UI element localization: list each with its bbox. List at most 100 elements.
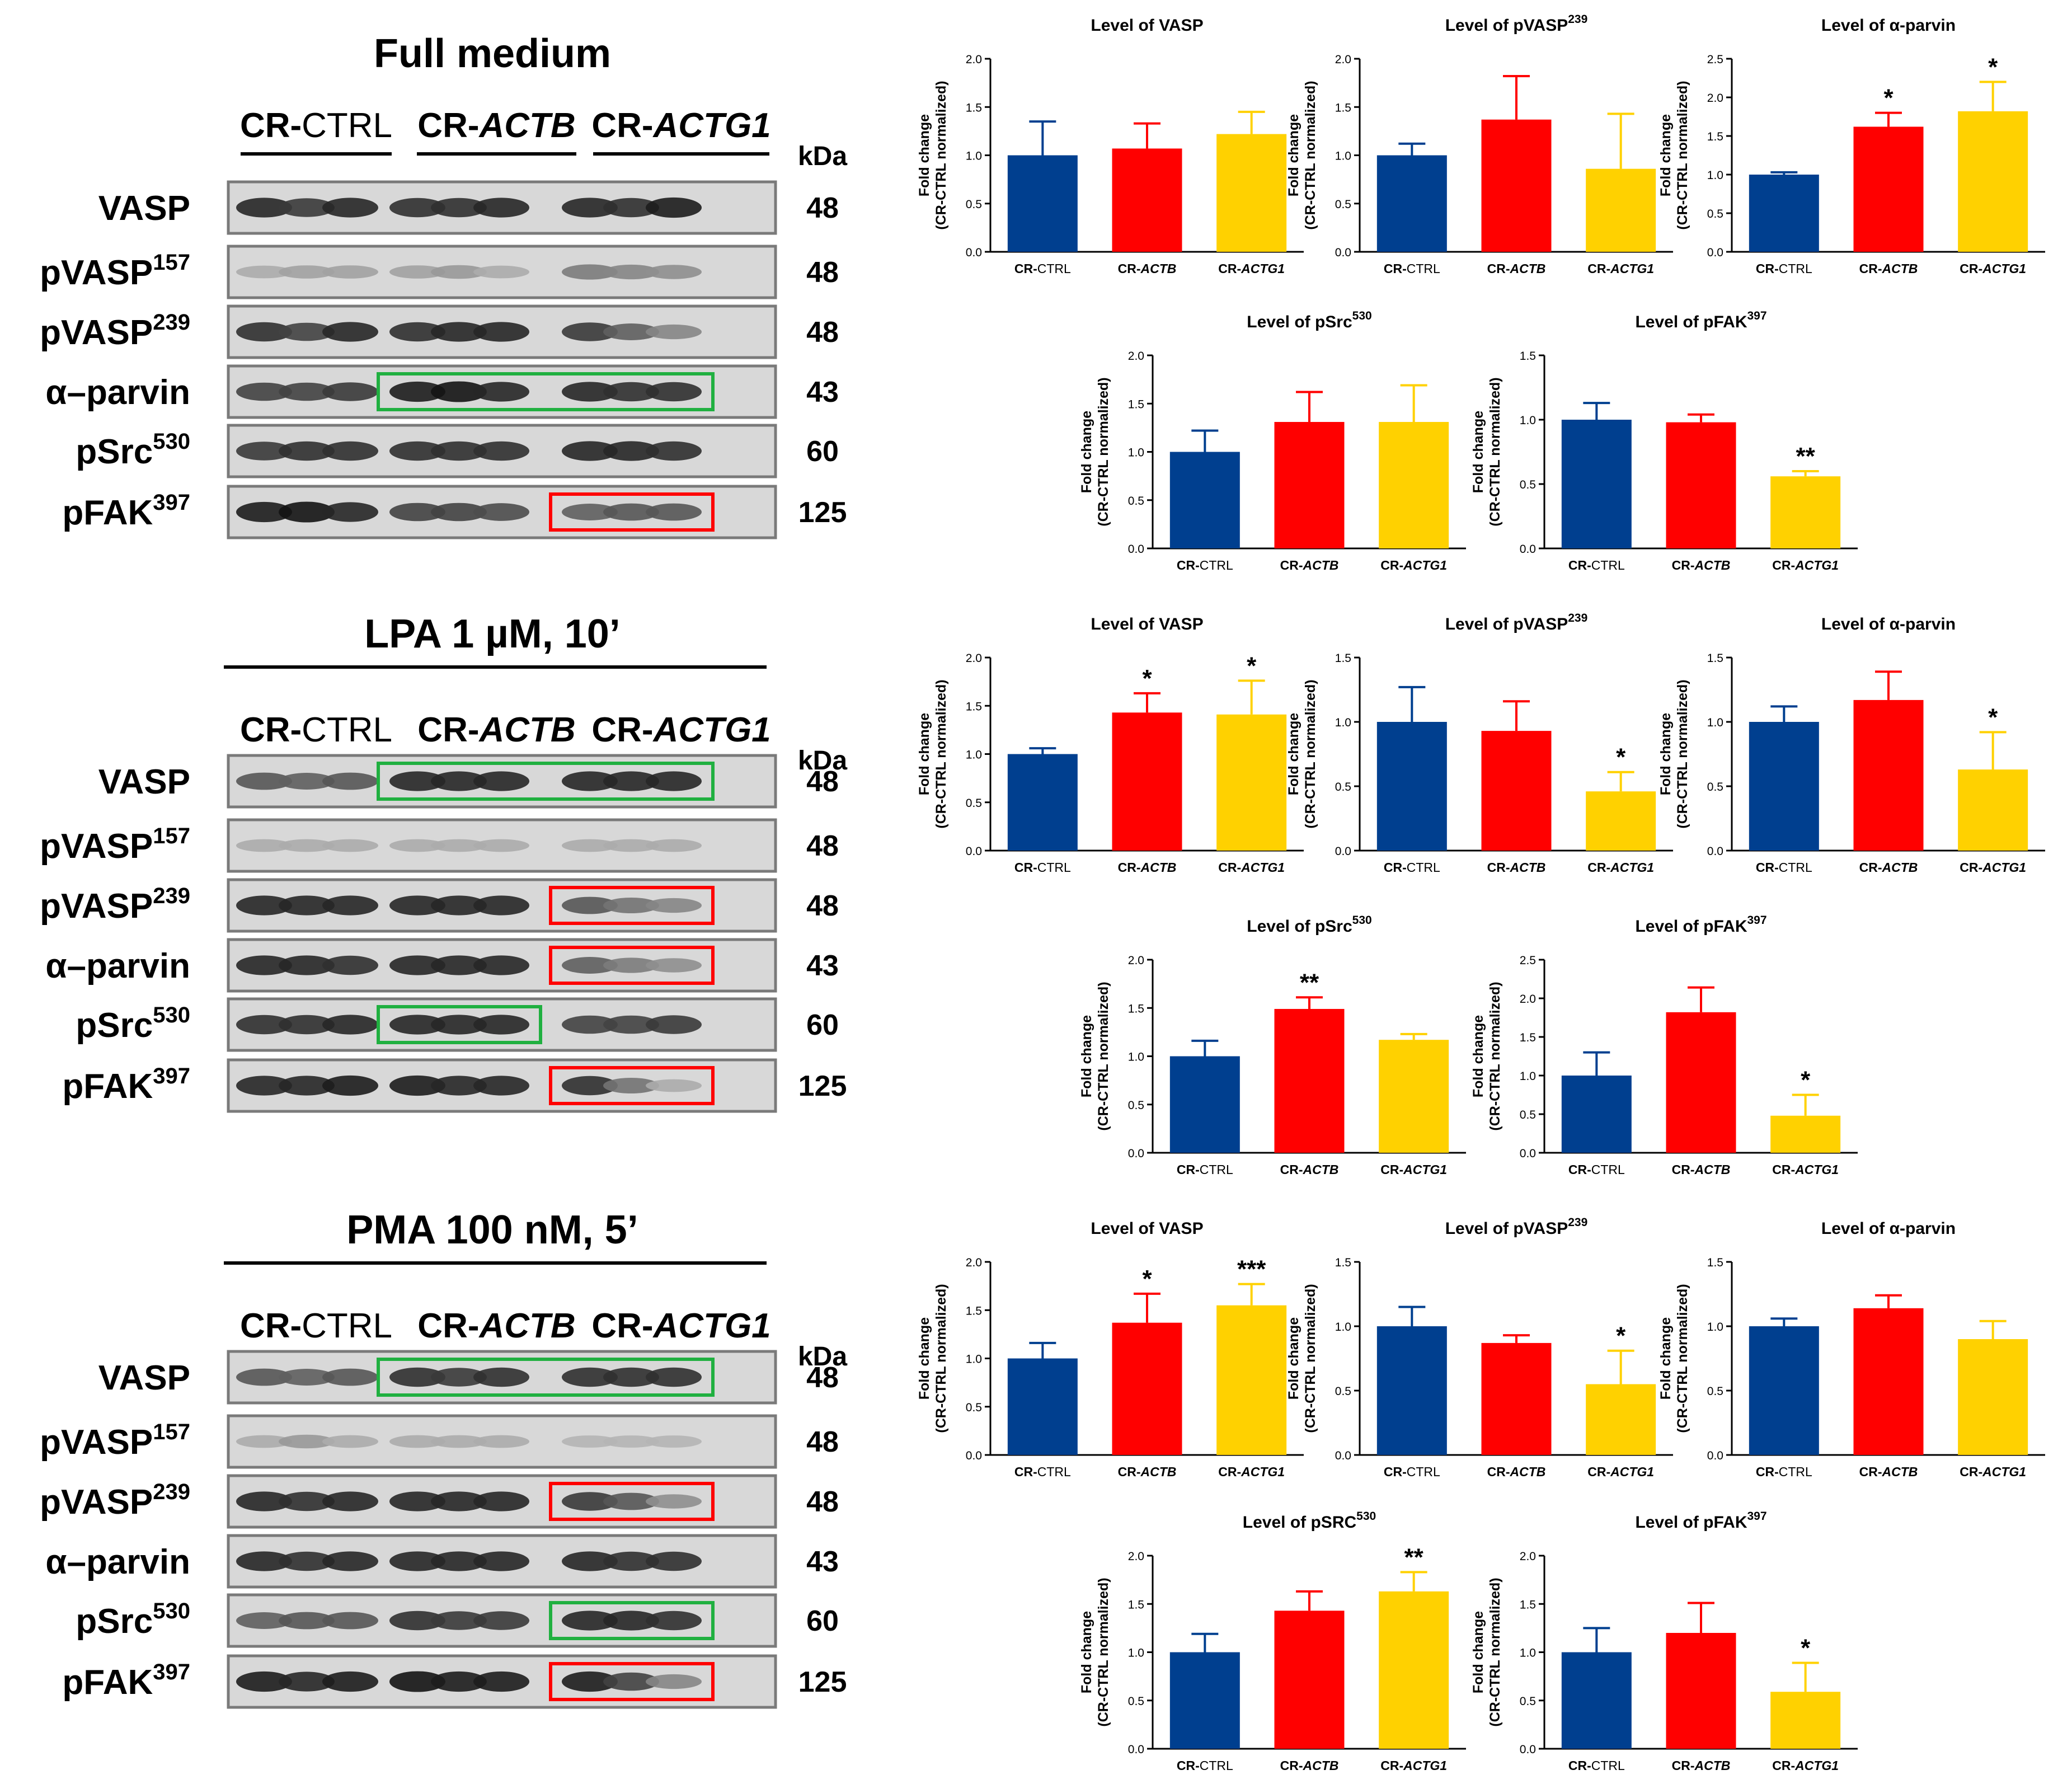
category-prefix: CR- <box>1380 1758 1403 1773</box>
kda-value-text: 43 <box>806 950 839 982</box>
x-tick-label: CR-ACTG1 <box>1772 1162 1839 1177</box>
kda-value-text: 125 <box>798 1666 847 1698</box>
kda-header-text: kDa <box>798 1342 847 1372</box>
bar <box>1169 1056 1240 1153</box>
blot-band <box>322 1015 378 1035</box>
y-tick-label: 0.5 <box>1128 495 1144 508</box>
x-tick-label: CR-ACTG1 <box>1218 261 1285 276</box>
category-name: ACTG1 <box>1403 1162 1447 1177</box>
blot-title: LPA 1 µM, 10’ <box>364 612 621 656</box>
significance-marker: * <box>1988 53 1998 81</box>
y-label-line2: (CR-CTRL normalized) <box>933 1284 949 1433</box>
bar-chart: Level of pFAK397 Fold change(CR-CTRL norm… <box>1470 914 1858 1177</box>
y-label-line2: (CR-CTRL normalized) <box>1303 1284 1318 1433</box>
y-label-line2: (CR-CTRL normalized) <box>1487 1578 1503 1726</box>
y-tick-label: 1.0 <box>1335 1321 1351 1334</box>
category-name: ACTB <box>1140 261 1177 276</box>
significance-marker: ** <box>1300 969 1319 996</box>
blot-band <box>431 381 487 402</box>
category-name: ACTG1 <box>1241 860 1285 875</box>
protein-name: α–parvin <box>45 1543 190 1581</box>
blot-band <box>322 382 378 401</box>
blot-band <box>603 1492 659 1510</box>
chart-title: Level of pSRC530 <box>1243 1510 1376 1532</box>
x-tick-label: CR-CTRL <box>1568 1162 1625 1177</box>
group-name: CTRL <box>302 711 392 749</box>
y-label-line2: (CR-CTRL normalized) <box>1675 1284 1690 1433</box>
blot-band <box>236 501 292 523</box>
kda-value: 60 <box>806 435 839 468</box>
category-prefix: CR- <box>1218 860 1241 875</box>
chart-title: Level of pFAK397 <box>1635 1510 1766 1532</box>
chart-title: Level of α-parvin <box>1821 1219 1956 1238</box>
x-tick-label: CR-ACTG1 <box>1587 1464 1654 1479</box>
y-label-line2: (CR-CTRL normalized) <box>1303 679 1318 828</box>
y-tick-label: 2.0 <box>1520 1550 1536 1563</box>
highlight-box <box>549 1482 715 1521</box>
significance-text: * <box>1988 53 1998 81</box>
x-tick-label: CR-CTRL <box>1756 860 1812 875</box>
category-name: ACTG1 <box>1403 558 1447 572</box>
category-prefix: CR- <box>1380 1162 1403 1177</box>
category-prefix: CR- <box>1487 860 1510 875</box>
x-tick-label: CR-ACTG1 <box>1960 261 2026 276</box>
y-tick-label: 0.0 <box>1520 1743 1536 1756</box>
category-prefix: CR- <box>1756 860 1779 875</box>
category-name: CTRL <box>1779 1464 1812 1479</box>
blot-band <box>473 1076 529 1096</box>
kda-value: 48 <box>806 890 839 922</box>
category-name: CTRL <box>1591 1162 1625 1177</box>
category-name: CTRL <box>1200 1758 1233 1773</box>
group-name: ACTB <box>478 1307 576 1345</box>
blot-band <box>236 1435 292 1448</box>
blot-band <box>646 1015 702 1034</box>
significance-text: * <box>1616 744 1626 771</box>
chart-title-sup: 239 <box>1568 1216 1587 1229</box>
category-prefix: CR- <box>1218 1464 1241 1479</box>
y-tick-label: 0.0 <box>966 845 982 858</box>
chart-title-text: Level of pFAK <box>1635 917 1747 936</box>
group-name: CTRL <box>302 106 392 145</box>
blot-title-text: Full medium <box>374 31 611 76</box>
blot-band <box>322 441 378 461</box>
bar <box>1666 1633 1736 1749</box>
kda-value: 125 <box>798 1070 847 1102</box>
chart-title-text: Level of α-parvin <box>1821 16 1956 35</box>
highlight-box <box>377 1358 715 1397</box>
blot-band <box>279 1491 335 1511</box>
blot-band <box>279 322 335 341</box>
protein-name: VASP <box>98 189 190 228</box>
blot-band <box>431 771 487 791</box>
blot-row-label: pFAK397 <box>62 490 190 532</box>
y-tick-label: 0.0 <box>1520 1147 1536 1160</box>
blot-band <box>389 381 445 402</box>
blot-band <box>236 955 292 975</box>
kda-value-text: 48 <box>806 766 839 798</box>
highlight-box <box>377 1005 542 1044</box>
bar <box>1376 722 1447 851</box>
x-tick-label: CR-CTRL <box>1384 860 1440 875</box>
y-label-line2: (CR-CTRL normalized) <box>1096 982 1111 1130</box>
y-label-line1: Fold change <box>1286 713 1302 795</box>
kda-value: 48 <box>806 1486 839 1518</box>
kda-value-text: 125 <box>798 1070 847 1102</box>
blot-band <box>431 1611 487 1630</box>
chart-title-text: Level of pSrc <box>1247 917 1352 936</box>
x-tick-label: CR-CTRL <box>1014 1464 1071 1479</box>
kda-value: 43 <box>806 376 839 409</box>
category-name: CTRL <box>1407 1464 1440 1479</box>
y-label-line1: Fold change <box>1470 411 1486 493</box>
y-tick-label: 0.0 <box>1335 845 1351 858</box>
category-name: ACTG1 <box>1794 1758 1839 1773</box>
y-tick-label: 1.5 <box>966 700 982 713</box>
x-tick-label: CR-ACTG1 <box>1772 558 1839 572</box>
blot-band <box>603 1611 659 1631</box>
protein-site: 239 <box>153 1480 190 1504</box>
blot-title-text: LPA 1 µM, 10’ <box>364 612 621 656</box>
significance-marker: ** <box>1796 443 1816 470</box>
protein-name: VASP <box>98 1359 190 1397</box>
group-prefix: CR- <box>240 1307 302 1345</box>
bar <box>1376 1326 1447 1455</box>
